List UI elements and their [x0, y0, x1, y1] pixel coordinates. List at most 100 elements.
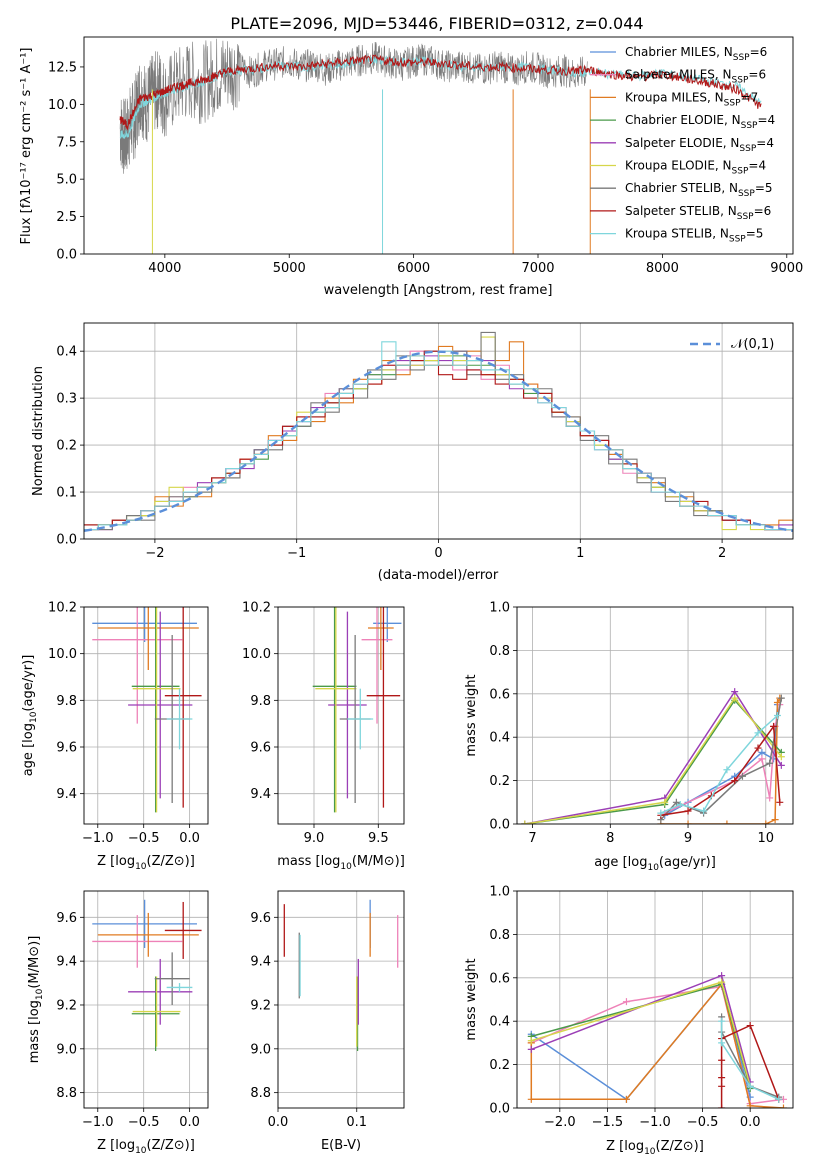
y-tick-label: 9.4	[56, 955, 77, 970]
x-tick-label: 0.0	[740, 1115, 761, 1130]
axes-weight-vs-Z: −2.0 −1.5 −1.0 −0.5 0.0 0.0 0.2 0.4 0.6 0.8 1.0 Z […	[464, 885, 794, 1157]
weight-line-kroupa-stelib	[660, 714, 778, 814]
x-tick-label: 4000	[148, 261, 181, 276]
weight-marker	[779, 1104, 787, 1108]
y-axis-label: mass [log10(M/M⊙)]	[27, 936, 45, 1064]
weight-marker	[758, 748, 766, 756]
plot-area	[92, 607, 202, 813]
weight-marker	[777, 694, 785, 702]
y-axis-label: Flux [fλ10⁻¹⁷ erg cm⁻² s⁻¹ A⁻¹]	[19, 48, 34, 245]
x-tick-label: 0.0	[268, 1115, 289, 1130]
errorbar-kroupa-miles	[368, 607, 394, 670]
weight-marker	[718, 1039, 726, 1047]
y-tick-label: 9.2	[56, 998, 77, 1013]
errorbar-salpeter-stelib	[366, 607, 401, 808]
y-tick-label: 9.0	[56, 1042, 77, 1057]
y-tick-label: 8.8	[56, 1086, 77, 1101]
x-tick-label: −1.0	[639, 1115, 671, 1130]
plot-area	[283, 899, 399, 1052]
weight-marker	[527, 1037, 535, 1045]
legend-entry: Kroupa ELODIE, NSSP=4	[625, 159, 766, 177]
weight-marker	[718, 1074, 726, 1082]
axes-age-vs-Z: −1.0 −0.5 0.0 9.4 9.6 9.8 10.0 10.2 Z [log10(Z/Z…	[21, 601, 209, 872]
x-tick-label: 2	[718, 546, 726, 561]
x-tick-label: 10	[758, 831, 775, 846]
x-tick-label: 9.5	[368, 831, 389, 846]
errorbar-salpeter-miles	[92, 607, 183, 724]
weight-marker	[731, 694, 739, 702]
y-tick-label: 9.0	[250, 1042, 271, 1057]
weight-marker	[746, 1082, 754, 1090]
x-tick-label: 9	[684, 831, 692, 846]
y-tick-label: 0.0	[489, 1102, 510, 1117]
x-axis-label: E(B-V)	[321, 1138, 361, 1153]
errorbar-kroupa-elodie	[132, 607, 181, 813]
errorbar-salpeter-miles	[92, 915, 183, 968]
errorbar-salpeter-elodie	[128, 958, 193, 1025]
spectrum-line-salpeter-stelib	[119, 54, 762, 130]
x-axis-label: Z [log10(Z/Z⊙)]	[97, 1138, 195, 1156]
weight-marker	[718, 1082, 726, 1090]
weight-marker	[754, 729, 762, 737]
y-tick-label: 0.4	[56, 345, 77, 360]
y-tick-label: 9.4	[56, 787, 77, 802]
errorbar-kroupa-elodie	[315, 607, 357, 813]
y-axis-label: age [log10(age/yr)]	[21, 655, 39, 777]
errorbar-chabrier-elodie	[312, 607, 357, 813]
axes-frame	[277, 890, 405, 1109]
y-tick-label: 0.6	[489, 971, 510, 986]
weight-marker	[731, 688, 739, 696]
errorbar-kroupa-stelib	[166, 688, 193, 750]
weight-marker	[684, 807, 692, 815]
weight-marker	[718, 978, 726, 986]
y-tick-label: 0.2	[56, 439, 77, 454]
axes-mass-vs-ebv: 0.0 0.1 8.8 9.0 9.2 9.4 9.6 E(B-V)	[250, 890, 405, 1153]
y-tick-label: 0.0	[56, 533, 77, 548]
y-tick-label: 0.2	[489, 1058, 510, 1073]
y-tick-label: 1.0	[489, 885, 510, 900]
weight-marker	[754, 744, 762, 752]
axes-frame	[83, 322, 794, 540]
legend-entry: 𝒩(0,1)	[731, 337, 774, 352]
y-tick-label: 2.5	[56, 210, 77, 225]
legend-entry: Salpeter ELODIE, NSSP=4	[625, 136, 774, 154]
x-axis-label: (data-model)/error	[378, 568, 499, 583]
x-tick-label: 9.0	[304, 831, 325, 846]
y-tick-label: 10.0	[48, 647, 77, 662]
axes-age-vs-mass: 9.0 9.5 9.4 9.6 9.8 10.0 10.2 mass [log10(M/M⊙)…	[242, 601, 405, 873]
y-tick-label: 9.6	[250, 741, 271, 756]
y-tick-label: 10.0	[242, 647, 271, 662]
legend-entry: Chabrier ELODIE, NSSP=4	[625, 113, 775, 131]
errorbar-salpeter-elodie	[128, 611, 193, 799]
weight-marker	[758, 755, 766, 763]
axes-residuals: −2 −1 0 1 2 0.0 0.1 0.2 0.3 0.4 (data-model)/error…	[31, 322, 794, 583]
weight-marker	[521, 820, 529, 824]
weight-marker	[661, 798, 669, 806]
axes-frame	[516, 606, 794, 825]
axes-frame	[516, 890, 794, 1109]
axes-frame	[83, 36, 794, 255]
y-tick-label: 12.5	[48, 60, 77, 75]
plot-area	[92, 899, 202, 1052]
histogram-kroupa-stelib	[84, 341, 793, 531]
x-tick-label: 0.1	[346, 1115, 367, 1130]
y-tick-label: 9.6	[56, 741, 77, 756]
y-tick-label: 0.6	[489, 687, 510, 702]
x-axis-label: mass [log10(M/M⊙)]	[277, 854, 405, 872]
weight-marker	[527, 1095, 535, 1103]
weight-marker	[718, 1104, 726, 1108]
weight-marker	[672, 798, 680, 806]
legend-entry: Chabrier MILES, NSSP=6	[625, 45, 767, 63]
x-axis-label: Z [log10(Z/Z⊙)]	[97, 854, 195, 872]
axes-mass-vs-Z: −1.0 −0.5 0.0 8.8 9.0 9.2 9.4 9.6 Z [log10(Z/Z⊙)…	[27, 890, 209, 1156]
weight-line-kroupa-elodie	[524, 696, 782, 824]
weight-marker	[770, 722, 778, 730]
x-tick-label: −1.0	[82, 831, 114, 846]
axes-frame	[83, 890, 209, 1109]
weight-marker	[676, 800, 684, 808]
weight-marker	[738, 772, 746, 780]
y-tick-label: 9.6	[56, 911, 77, 926]
figure-title: PLATE=2096, MJD=53446, FIBERID=0312, z=0…	[230, 14, 643, 33]
legend-entry: Kroupa STELIB, NSSP=5	[625, 227, 763, 245]
errorbar-kroupa-stelib	[347, 688, 374, 750]
